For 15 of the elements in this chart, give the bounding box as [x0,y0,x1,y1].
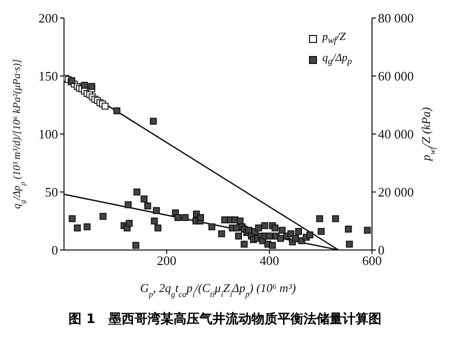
legend-label: q$_{g}$/Δp$_{p}$ [322,51,352,68]
y-tick-label: 100 [38,126,58,142]
y2-tick-label: 20 000 [378,184,414,200]
y-tick-label: 150 [38,68,58,84]
y2-tick-label: 40 000 [378,126,414,142]
y-tick-label: 0 [52,242,58,258]
x-tick-label: 200 [156,253,176,268]
legend-label: p$_{wf}$/Z [322,30,346,48]
y2-tick-label: 80 000 [378,10,414,26]
x-tick-label: 400 [260,253,280,268]
y2-tick-label: 60 000 [378,68,414,84]
text: G$_{p}$, 2q$_{g}$t$_{ca}$p$_{i}$/(C$_{ti}$μ$_{i}$Z$_{i}$Δp$_{p}$) (10⁶ m³) [140,281,296,298]
y-tick-label: 50 [45,184,58,200]
y-tick-label: 200 [38,10,58,26]
text: 图 1 墨西哥湾某高压气井流动物质平衡法储量计算图 [68,310,382,328]
